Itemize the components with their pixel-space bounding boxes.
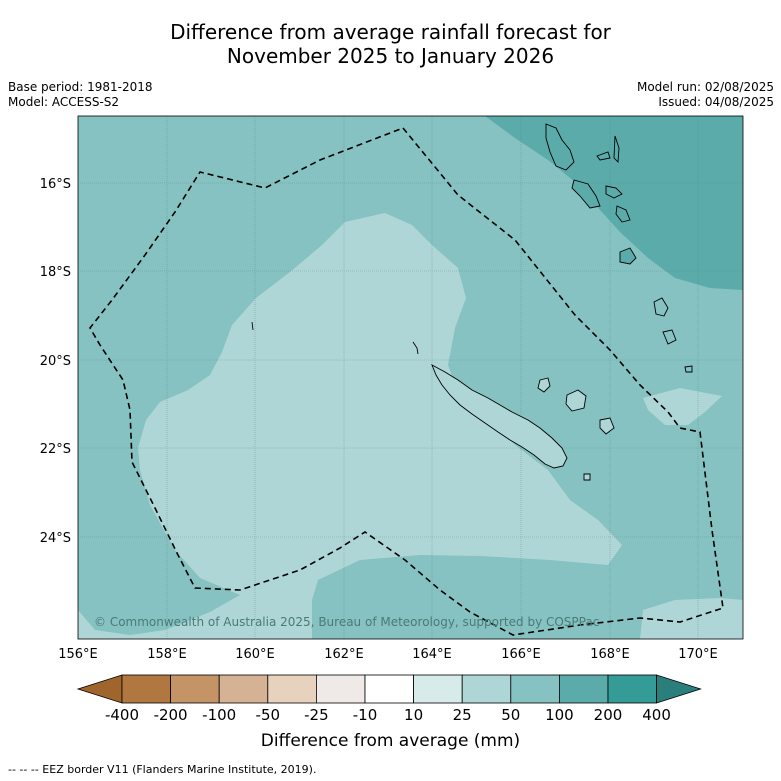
island-efate bbox=[615, 205, 631, 223]
colorbar-tick-label: 25 bbox=[453, 706, 472, 724]
island-lifou bbox=[565, 389, 587, 412]
base-period-text: Base period: 1981-2018 bbox=[8, 80, 153, 94]
chart-title: Difference from average rainfall forecas… bbox=[0, 20, 781, 68]
region-25-50-central bbox=[78, 213, 622, 639]
island-malekula bbox=[571, 179, 601, 209]
colorbar-box bbox=[364, 674, 414, 704]
island-espiritu-santo bbox=[545, 123, 575, 171]
colorbar-extension-low bbox=[76, 674, 123, 704]
colorbar-box bbox=[461, 674, 512, 704]
colorbar-box bbox=[607, 674, 657, 704]
island-matthew bbox=[684, 365, 693, 373]
island-erromango bbox=[619, 247, 637, 265]
island-pines bbox=[583, 473, 591, 481]
lon-label-164e: 164°E bbox=[412, 647, 452, 662]
lon-label-168e: 168°E bbox=[590, 647, 630, 662]
copyright-text: © Commonwealth of Australia 2025, Bureau… bbox=[94, 615, 599, 629]
issued-text: Issued: 04/08/2025 bbox=[658, 95, 774, 109]
islet-west bbox=[251, 321, 254, 331]
colorbar-tick-label: -25 bbox=[304, 706, 329, 724]
island-tanna bbox=[653, 297, 669, 317]
colorbar-tick-label: -50 bbox=[256, 706, 281, 724]
island-ouvea bbox=[537, 377, 551, 393]
lat-label-20s: 20°S bbox=[40, 354, 71, 369]
lon-label-166e: 166°E bbox=[501, 647, 541, 662]
colorbar-tick-label: -100 bbox=[202, 706, 236, 724]
colorbar-box bbox=[218, 674, 269, 704]
island-ambae bbox=[596, 151, 611, 161]
island-pentecost bbox=[605, 185, 623, 199]
colorbar-tick-label: 100 bbox=[545, 706, 574, 724]
colorbar-tick-label: 50 bbox=[501, 706, 520, 724]
island-maewo bbox=[613, 135, 620, 164]
lon-label-160e: 160°E bbox=[235, 647, 275, 662]
lon-label-158e: 158°E bbox=[147, 647, 187, 662]
model-info: Base period: 1981-2018 Model: ACCESS-S2 bbox=[8, 80, 153, 110]
new-caledonia-island bbox=[431, 364, 568, 469]
colorbar-box bbox=[315, 674, 366, 704]
colorbar-title: Difference from average (mm) bbox=[260, 731, 521, 751]
colorbar-tick-label: 200 bbox=[594, 706, 623, 724]
title-line-2: November 2025 to January 2026 bbox=[226, 44, 555, 68]
colorbar-box bbox=[267, 674, 317, 704]
island-mare bbox=[599, 417, 615, 435]
run-info: Model run: 02/08/2025 Issued: 04/08/2025 bbox=[637, 80, 774, 110]
graticule bbox=[78, 116, 743, 639]
lon-label-162e: 162°E bbox=[324, 647, 364, 662]
eez-legend-text: -- -- -- EEZ border V11 (Flanders Marine… bbox=[8, 763, 317, 776]
colorbar-tick-label: -200 bbox=[154, 706, 188, 724]
colorbar-box bbox=[510, 674, 560, 704]
colorbar-tick-label: 10 bbox=[404, 706, 423, 724]
island-aneityum bbox=[662, 329, 677, 345]
lat-label-22s: 22°S bbox=[40, 442, 71, 457]
map-area bbox=[78, 116, 743, 639]
colorbar-box bbox=[413, 674, 463, 704]
model-name-text: Model: ACCESS-S2 bbox=[8, 95, 120, 109]
colorbar-box bbox=[559, 674, 609, 704]
lat-label-24s: 24°S bbox=[40, 531, 71, 546]
region-100-200 bbox=[485, 116, 743, 290]
colorbar-tick-label: -400 bbox=[105, 706, 139, 724]
colorbar-box bbox=[170, 674, 220, 704]
colorbar-tick-label: -10 bbox=[353, 706, 378, 724]
lon-label-170e: 170°E bbox=[678, 647, 718, 662]
colorbar-tick-label: 400 bbox=[642, 706, 671, 724]
eez-border bbox=[89, 127, 724, 636]
title-line-1: Difference from average rainfall forecas… bbox=[170, 20, 611, 44]
colorbar-extension-high bbox=[656, 674, 702, 704]
model-run-text: Model run: 02/08/2025 bbox=[636, 80, 774, 94]
colorbar: -400 -200 -100 -50 -25 -10 10 25 50 100 200 400 bbox=[76, 674, 702, 724]
islets-north bbox=[412, 341, 419, 355]
lon-label-156e: 156°E bbox=[58, 647, 98, 662]
colorbar-box bbox=[121, 674, 171, 704]
lat-label-18s: 18°S bbox=[40, 265, 71, 280]
region-25-50-east bbox=[643, 388, 722, 425]
map-frame bbox=[77, 115, 744, 640]
lat-label-16s: 16°S bbox=[40, 177, 71, 192]
